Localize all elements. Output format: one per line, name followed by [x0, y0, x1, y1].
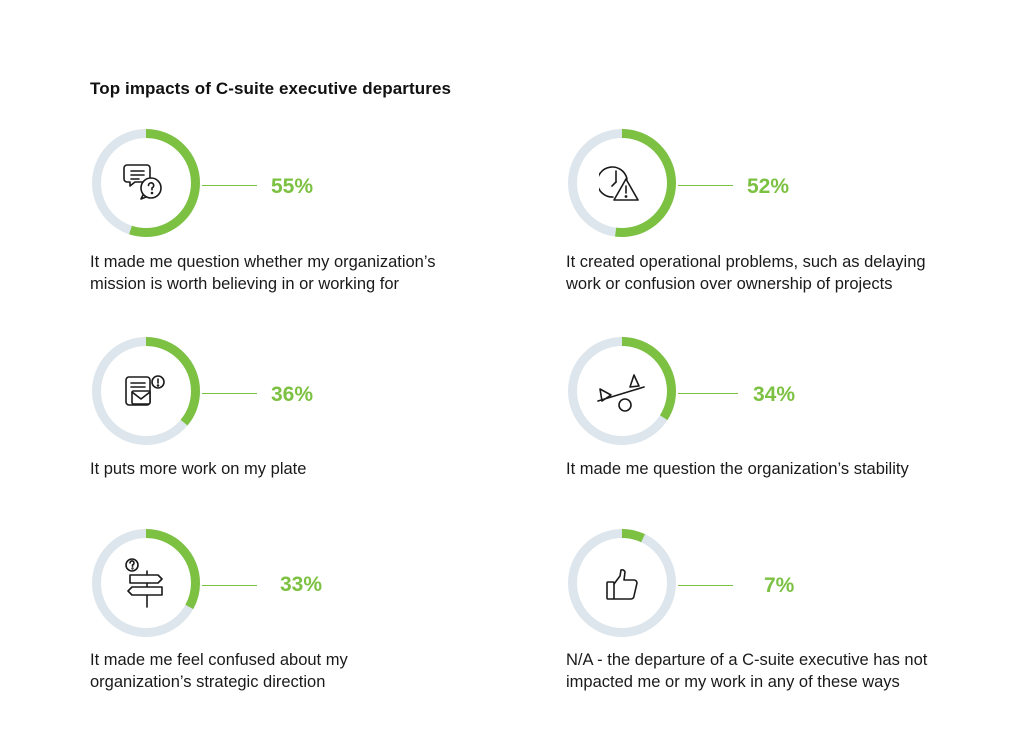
item-label-6: N/A - the departure of a C-suite executi… [566, 651, 928, 691]
item-label-5: It made me feel confused about my organi… [90, 651, 348, 691]
value-label-1: 55% [271, 175, 314, 198]
value-label-2: 52% [747, 175, 790, 198]
donut-ring-4 [568, 337, 676, 445]
donut-arc-6 [568, 529, 676, 637]
value-label-6: 7% [764, 574, 795, 597]
value-label-3: 36% [271, 383, 314, 406]
donut-arc-2 [568, 129, 676, 237]
connector-line [202, 393, 257, 395]
impact-item-6: 7% N/A - the departure of a C-suite exec… [566, 527, 986, 717]
connector-line [202, 585, 257, 587]
donut-ring-6 [568, 529, 676, 637]
item-label-3: It puts more work on my plate [90, 460, 307, 478]
donut-arc-1 [92, 129, 200, 237]
impact-item-1: 55% It made me question whether my organ… [90, 127, 510, 317]
clock-warning-icon [599, 166, 639, 201]
impact-item-3: 36% It puts more work on my plate [90, 335, 510, 525]
donut-ring-5 [92, 529, 200, 637]
donut-ring-3 [92, 337, 200, 445]
item-label-4: It made me question the organization’s s… [566, 460, 909, 478]
seesaw-icon [597, 374, 645, 412]
item-label-1: It made me question whether my organizat… [90, 253, 436, 293]
value-label-4: 34% [753, 383, 796, 406]
impact-item-2: 52% It created operational problems, suc… [566, 127, 986, 317]
value-label-5: 33% [280, 573, 323, 596]
donut-ring-2 [568, 129, 676, 237]
chart-title: Top impacts of C-suite executive departu… [90, 79, 452, 98]
connector-line [202, 185, 257, 187]
connector-line [678, 393, 738, 395]
connector-line [678, 185, 733, 187]
signpost-question-icon [125, 558, 163, 608]
donut-arc-3 [92, 337, 200, 445]
chat-question-icon [123, 164, 162, 200]
donut-arc-5 [92, 529, 200, 637]
donut-arc-4 [568, 337, 676, 445]
impact-item-5: 33% It made me feel confused about my or… [90, 527, 510, 717]
connector-line [678, 585, 733, 587]
inbox-alert-icon [125, 375, 165, 406]
item-label-2: It created operational problems, such as… [566, 253, 926, 293]
impact-item-4: 34% It made me question the organization… [566, 335, 986, 525]
thumbs-up-icon [606, 569, 638, 600]
donut-ring-1 [92, 129, 200, 237]
